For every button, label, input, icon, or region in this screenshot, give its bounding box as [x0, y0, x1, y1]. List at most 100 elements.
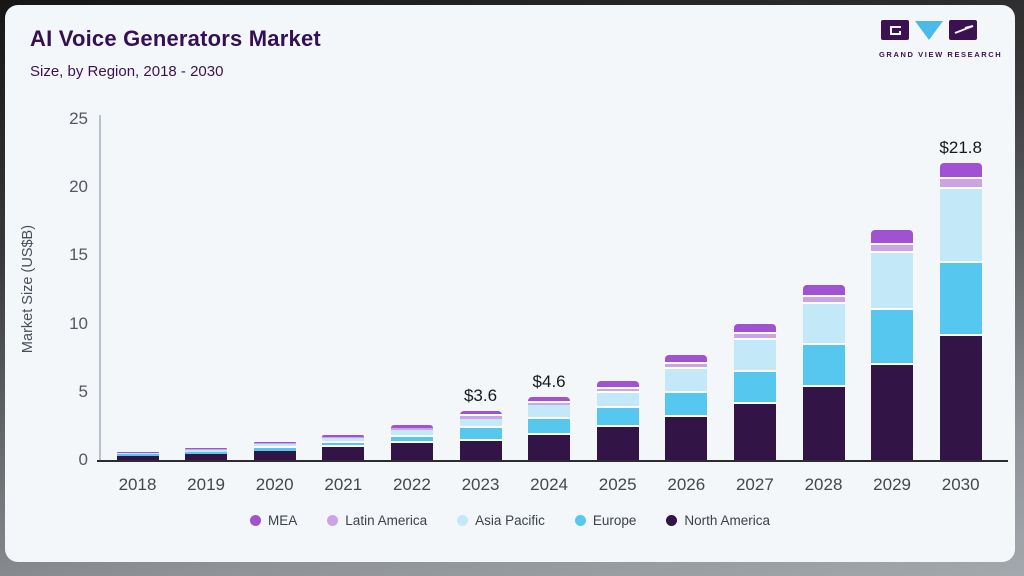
x-tick-label: 2025 [598, 475, 637, 494]
legend-label: North America [684, 513, 770, 528]
bar-segment-mea-2030 [939, 162, 982, 179]
y-tick-label: 5 [78, 381, 88, 401]
y-axis-line [99, 115, 101, 461]
y-tick-label: 15 [69, 245, 88, 265]
bar-segment-asia-pacific-2028 [802, 303, 845, 346]
x-axis-line [97, 460, 1008, 462]
x-tick-label: 2019 [187, 475, 225, 494]
bar-segment-latin-america-2025 [596, 388, 639, 393]
legend-color-dot [457, 515, 469, 526]
bar-value-label: $21.8 [939, 137, 982, 157]
x-tick-label: 2030 [941, 475, 980, 494]
legend-color-dot [250, 515, 262, 526]
bar-segment-europe-2025 [596, 408, 639, 428]
bar-segment-europe-2020 [253, 447, 296, 451]
stacked-bar-chart: Market Size (US$B) 0 5 10 15 20 25 2018 2019 202… [5, 5, 1015, 562]
bar-segment-europe-2027 [733, 372, 776, 405]
bar-segment-latin-america-2019 [185, 448, 228, 450]
bar-segment-mea-2022 [390, 425, 433, 429]
bar-segment-north-america-2026 [665, 417, 708, 460]
bar-segment-asia-pacific-2029 [871, 253, 914, 310]
bar-segment-mea-2021 [322, 434, 365, 437]
bar-segment-north-america-2021 [322, 447, 365, 460]
legend-label: Asia Pacific [475, 513, 545, 528]
bar-segment-latin-america-2023 [459, 416, 502, 419]
bar-segment-mea-2024 [528, 396, 571, 403]
page-subtitle: Size, by Region, 2018 - 2030 [30, 63, 224, 80]
bar-segment-north-america-2030 [939, 335, 982, 460]
bar-value-label: $3.6 [463, 386, 498, 406]
bar-segment-mea-2027 [733, 324, 776, 335]
legend-color-dot [666, 515, 678, 526]
bar-segment-latin-america-2026 [665, 364, 708, 370]
x-tick-label: 2021 [324, 475, 363, 494]
bar-segment-north-america-2028 [802, 387, 845, 460]
bar-segment-latin-america-2022 [390, 428, 433, 430]
grand-view-research-logo: GRAND VIEW RESEARCH [879, 19, 1003, 59]
y-tick-label: 25 [69, 109, 88, 128]
bar-segment-mea-2018 [116, 451, 159, 453]
bar-segment-latin-america-2029 [871, 245, 914, 254]
bar-segment-asia-pacific-2024 [528, 405, 571, 420]
chart-card: AI Voice Generators Market Size, by Regi… [5, 5, 1015, 562]
bar-segment-asia-pacific-2020 [253, 444, 296, 448]
x-tick-label: 2020 [255, 475, 294, 494]
bar-segment-europe-2023 [459, 428, 502, 441]
x-tick-label: 2022 [392, 475, 431, 494]
legend-label: MEA [268, 513, 298, 528]
y-axis-title: Market Size (US$B) [20, 224, 36, 354]
bar-segment-mea-2020 [253, 442, 296, 444]
y-tick-label: 20 [69, 177, 88, 197]
chart-legend: MEA Latin America Asia Pacific Europe North … [5, 513, 1015, 528]
gvr-logo-icon [881, 20, 977, 40]
x-tick-label: 2029 [873, 475, 911, 494]
bar-segment-europe-2019 [185, 451, 228, 454]
legend-item-mea: MEA [250, 513, 297, 528]
bar-segment-europe-2028 [802, 345, 845, 388]
x-tick-label: 2026 [667, 475, 706, 494]
bar-segment-europe-2029 [871, 309, 914, 365]
bar-segment-north-america-2020 [253, 450, 296, 460]
bar-segment-north-america-2018 [116, 455, 159, 460]
bar-segment-asia-pacific-2025 [596, 392, 639, 409]
legend-item-asia-pacific: Asia Pacific [457, 513, 545, 528]
x-tick-label: 2027 [735, 475, 774, 494]
x-tick-label: 2024 [530, 475, 568, 494]
bar-segment-asia-pacific-2027 [733, 339, 776, 372]
bar-segment-north-america-2027 [733, 404, 776, 460]
legend-item-north-america: North America [666, 513, 770, 528]
x-tick-label: 2018 [118, 475, 157, 494]
bar-segment-latin-america-2020 [253, 443, 296, 445]
bar-segment-mea-2023 [459, 411, 502, 417]
bar-segment-north-america-2023 [459, 440, 502, 460]
page-title: AI Voice Generators Market [30, 26, 321, 51]
bar-segment-asia-pacific-2021 [322, 438, 365, 444]
bar-segment-europe-2030 [939, 262, 982, 336]
bar-segment-asia-pacific-2022 [390, 429, 433, 437]
bar-segment-asia-pacific-2018 [116, 452, 159, 455]
bar-segment-asia-pacific-2023 [459, 418, 502, 429]
bar-segment-asia-pacific-2026 [665, 369, 708, 393]
bar-segment-europe-2021 [322, 443, 365, 448]
legend-color-dot [327, 515, 339, 526]
logo-caption: GRAND VIEW RESEARCH [879, 50, 1003, 59]
bar-segment-latin-america-2028 [802, 296, 845, 304]
legend-item-europe: Europe [574, 513, 637, 528]
bar-segment-europe-2022 [390, 436, 433, 444]
x-tick-label: 2028 [804, 475, 843, 494]
bar-segment-asia-pacific-2019 [185, 449, 228, 452]
legend-label: Latin America [345, 513, 428, 528]
bar-segment-north-america-2024 [528, 435, 571, 460]
y-tick-label: 10 [69, 313, 88, 333]
legend-label: Europe [592, 513, 637, 528]
bar-segment-north-america-2025 [596, 427, 639, 460]
bar-segment-latin-america-2021 [322, 436, 365, 439]
bar-segment-latin-america-2027 [733, 334, 776, 340]
x-tick-label: 2023 [461, 475, 500, 494]
bar-segment-europe-2024 [528, 419, 571, 436]
bar-segment-mea-2025 [596, 380, 639, 389]
bar-segment-mea-2028 [802, 284, 845, 297]
bar-value-label: $4.6 [532, 371, 566, 391]
bar-segment-latin-america-2030 [939, 178, 982, 190]
bar-segment-europe-2018 [116, 454, 159, 456]
